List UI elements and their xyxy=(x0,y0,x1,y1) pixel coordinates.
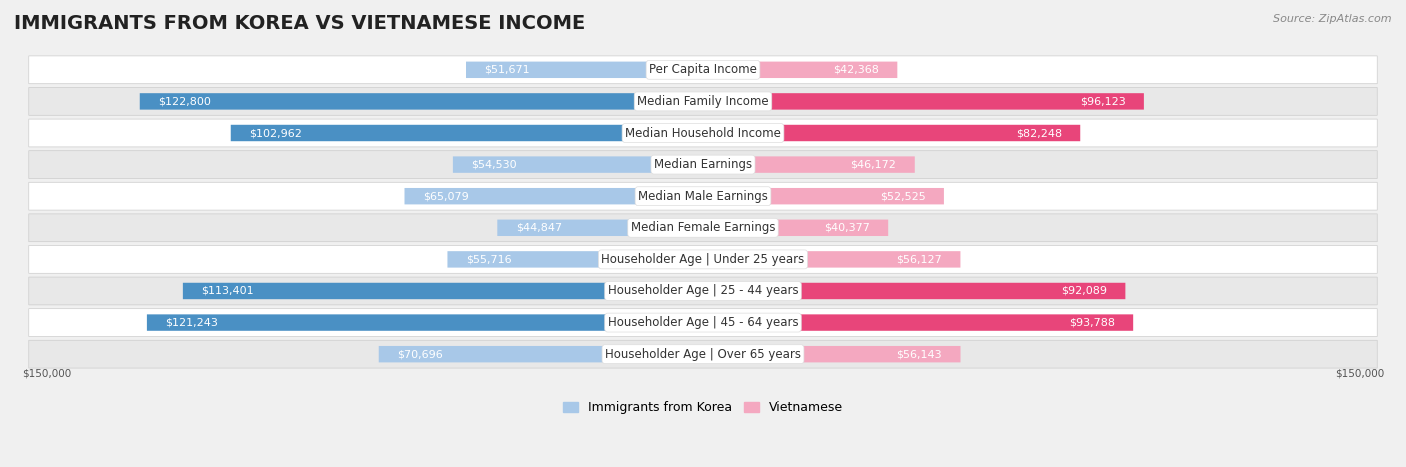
Text: $40,377: $40,377 xyxy=(824,223,870,233)
Text: Householder Age | 45 - 64 years: Householder Age | 45 - 64 years xyxy=(607,316,799,329)
Text: IMMIGRANTS FROM KOREA VS VIETNAMESE INCOME: IMMIGRANTS FROM KOREA VS VIETNAMESE INCO… xyxy=(14,14,585,33)
Text: $150,000: $150,000 xyxy=(1334,369,1384,379)
Text: Median Male Earnings: Median Male Earnings xyxy=(638,190,768,203)
FancyBboxPatch shape xyxy=(498,219,703,236)
Text: Median Family Income: Median Family Income xyxy=(637,95,769,108)
Text: Median Household Income: Median Household Income xyxy=(626,127,780,140)
Text: $92,089: $92,089 xyxy=(1062,286,1107,296)
Text: $82,248: $82,248 xyxy=(1015,128,1062,138)
Text: $70,696: $70,696 xyxy=(396,349,443,359)
Text: $52,525: $52,525 xyxy=(880,191,925,201)
Text: Householder Age | 25 - 44 years: Householder Age | 25 - 44 years xyxy=(607,284,799,297)
FancyBboxPatch shape xyxy=(703,251,960,268)
FancyBboxPatch shape xyxy=(28,182,1378,210)
FancyBboxPatch shape xyxy=(146,314,703,331)
Text: Householder Age | Under 25 years: Householder Age | Under 25 years xyxy=(602,253,804,266)
Text: $65,079: $65,079 xyxy=(423,191,468,201)
Text: $113,401: $113,401 xyxy=(201,286,254,296)
Text: $46,172: $46,172 xyxy=(851,160,897,170)
Text: Source: ZipAtlas.com: Source: ZipAtlas.com xyxy=(1274,14,1392,24)
Text: $121,243: $121,243 xyxy=(166,318,218,327)
FancyBboxPatch shape xyxy=(28,56,1378,84)
FancyBboxPatch shape xyxy=(465,62,703,78)
FancyBboxPatch shape xyxy=(703,125,1080,141)
FancyBboxPatch shape xyxy=(28,277,1378,305)
FancyBboxPatch shape xyxy=(231,125,703,141)
Text: $54,530: $54,530 xyxy=(471,160,517,170)
FancyBboxPatch shape xyxy=(703,314,1133,331)
Text: $122,800: $122,800 xyxy=(157,96,211,106)
FancyBboxPatch shape xyxy=(405,188,703,205)
FancyBboxPatch shape xyxy=(28,119,1378,147)
Text: $96,123: $96,123 xyxy=(1080,96,1126,106)
FancyBboxPatch shape xyxy=(183,283,703,299)
FancyBboxPatch shape xyxy=(703,93,1144,110)
FancyBboxPatch shape xyxy=(28,151,1378,178)
FancyBboxPatch shape xyxy=(703,346,960,362)
FancyBboxPatch shape xyxy=(28,214,1378,242)
Text: $150,000: $150,000 xyxy=(22,369,72,379)
FancyBboxPatch shape xyxy=(139,93,703,110)
FancyBboxPatch shape xyxy=(703,188,943,205)
FancyBboxPatch shape xyxy=(28,87,1378,115)
Legend: Immigrants from Korea, Vietnamese: Immigrants from Korea, Vietnamese xyxy=(558,396,848,419)
Text: Median Female Earnings: Median Female Earnings xyxy=(631,221,775,234)
FancyBboxPatch shape xyxy=(28,246,1378,273)
Text: $42,368: $42,368 xyxy=(834,65,879,75)
FancyBboxPatch shape xyxy=(703,219,889,236)
Text: $56,127: $56,127 xyxy=(897,255,942,264)
Text: $93,788: $93,788 xyxy=(1069,318,1115,327)
Text: Per Capita Income: Per Capita Income xyxy=(650,64,756,76)
FancyBboxPatch shape xyxy=(447,251,703,268)
Text: $102,962: $102,962 xyxy=(249,128,302,138)
FancyBboxPatch shape xyxy=(453,156,703,173)
FancyBboxPatch shape xyxy=(703,283,1125,299)
FancyBboxPatch shape xyxy=(703,156,915,173)
Text: Median Earnings: Median Earnings xyxy=(654,158,752,171)
Text: $44,847: $44,847 xyxy=(516,223,562,233)
FancyBboxPatch shape xyxy=(28,340,1378,368)
Text: $56,143: $56,143 xyxy=(897,349,942,359)
Text: $55,716: $55,716 xyxy=(465,255,512,264)
FancyBboxPatch shape xyxy=(28,309,1378,337)
Text: $51,671: $51,671 xyxy=(484,65,530,75)
FancyBboxPatch shape xyxy=(378,346,703,362)
FancyBboxPatch shape xyxy=(703,62,897,78)
Text: Householder Age | Over 65 years: Householder Age | Over 65 years xyxy=(605,347,801,361)
